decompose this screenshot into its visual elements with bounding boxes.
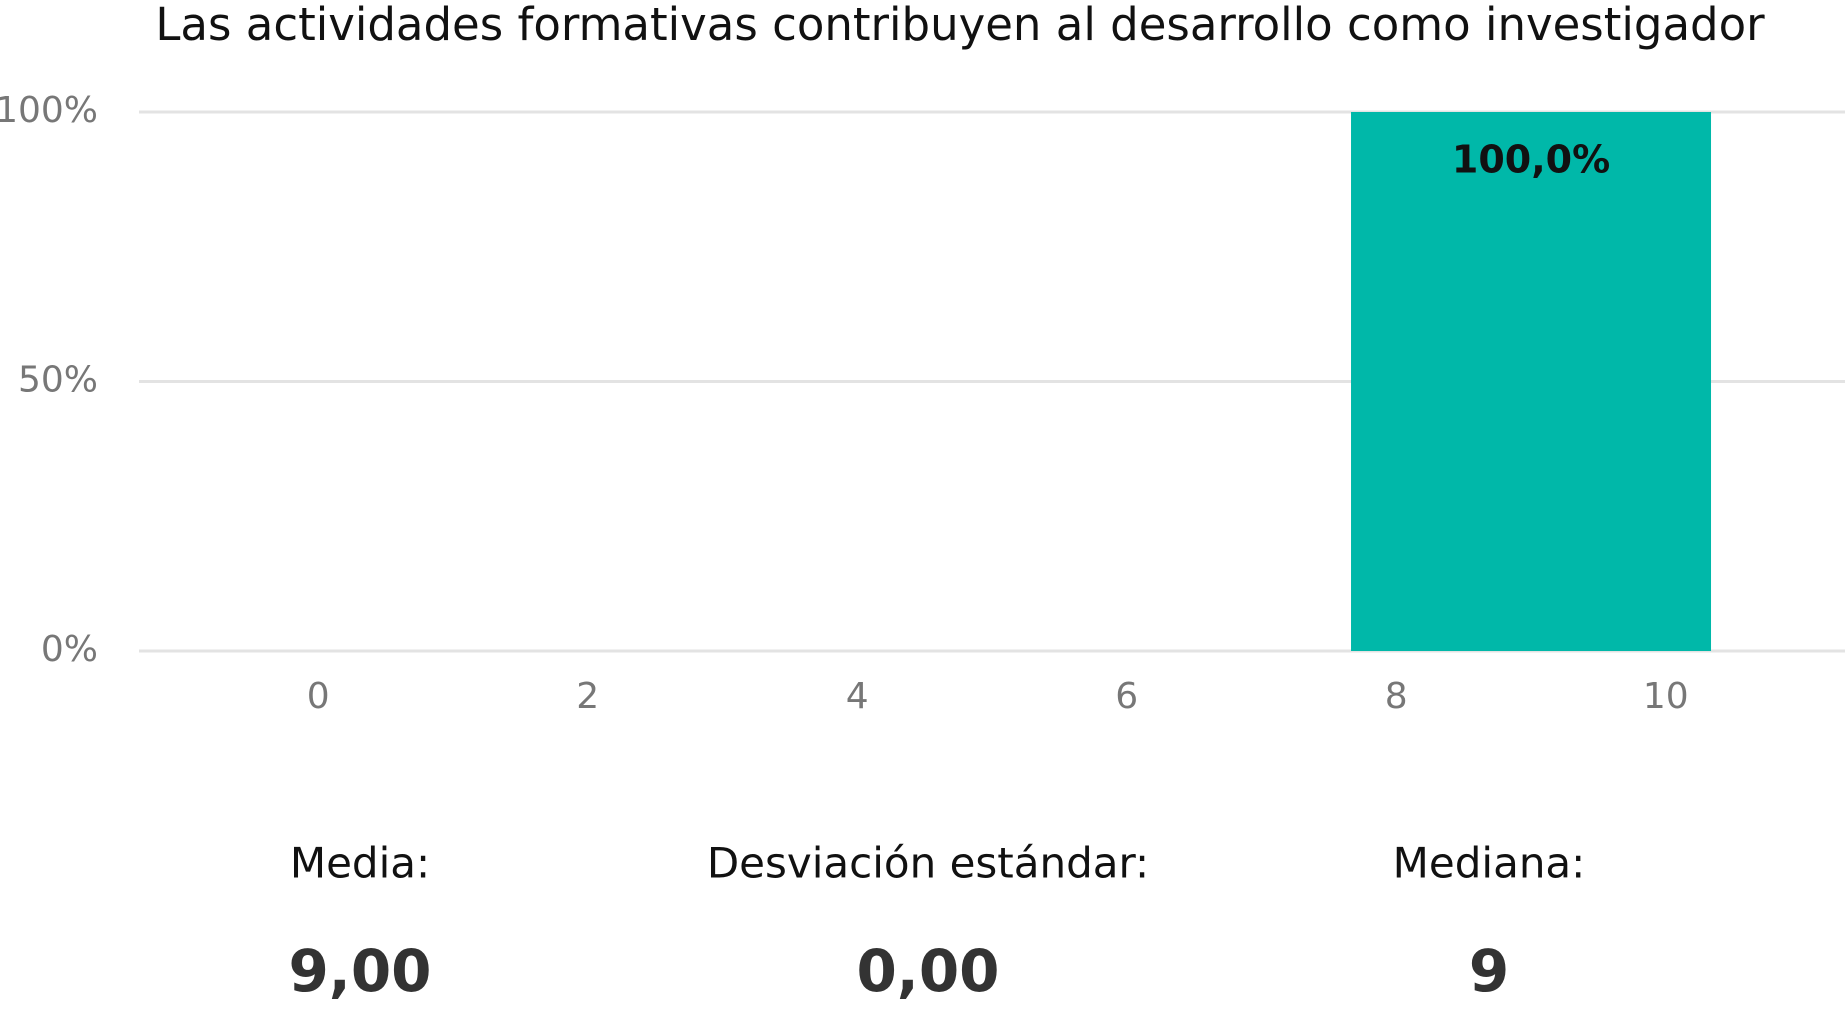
x-tick-label: 10 <box>1643 676 1689 717</box>
chart-title: Las actividades formativas contribuyen a… <box>155 0 1765 51</box>
x-tick-label: 8 <box>1385 676 1408 717</box>
stat-label: Media: <box>290 839 430 888</box>
x-tick-label: 6 <box>1115 676 1138 717</box>
y-tick-label: 0% <box>41 629 98 670</box>
stat-value: 0,00 <box>856 937 999 1005</box>
stat-label: Mediana: <box>1393 839 1586 888</box>
stat-label: Desviación estándar: <box>707 839 1149 888</box>
bar <box>1351 112 1712 651</box>
x-tick-label: 0 <box>307 676 330 717</box>
data-label: 100,0% <box>1452 138 1610 182</box>
y-tick-label: 100% <box>0 90 98 131</box>
x-tick-label: 2 <box>576 676 599 717</box>
stat-value: 9 <box>1469 937 1509 1005</box>
stat-value: 9,00 <box>288 937 431 1005</box>
y-tick-label: 50% <box>18 360 98 401</box>
x-tick-label: 4 <box>846 676 869 717</box>
